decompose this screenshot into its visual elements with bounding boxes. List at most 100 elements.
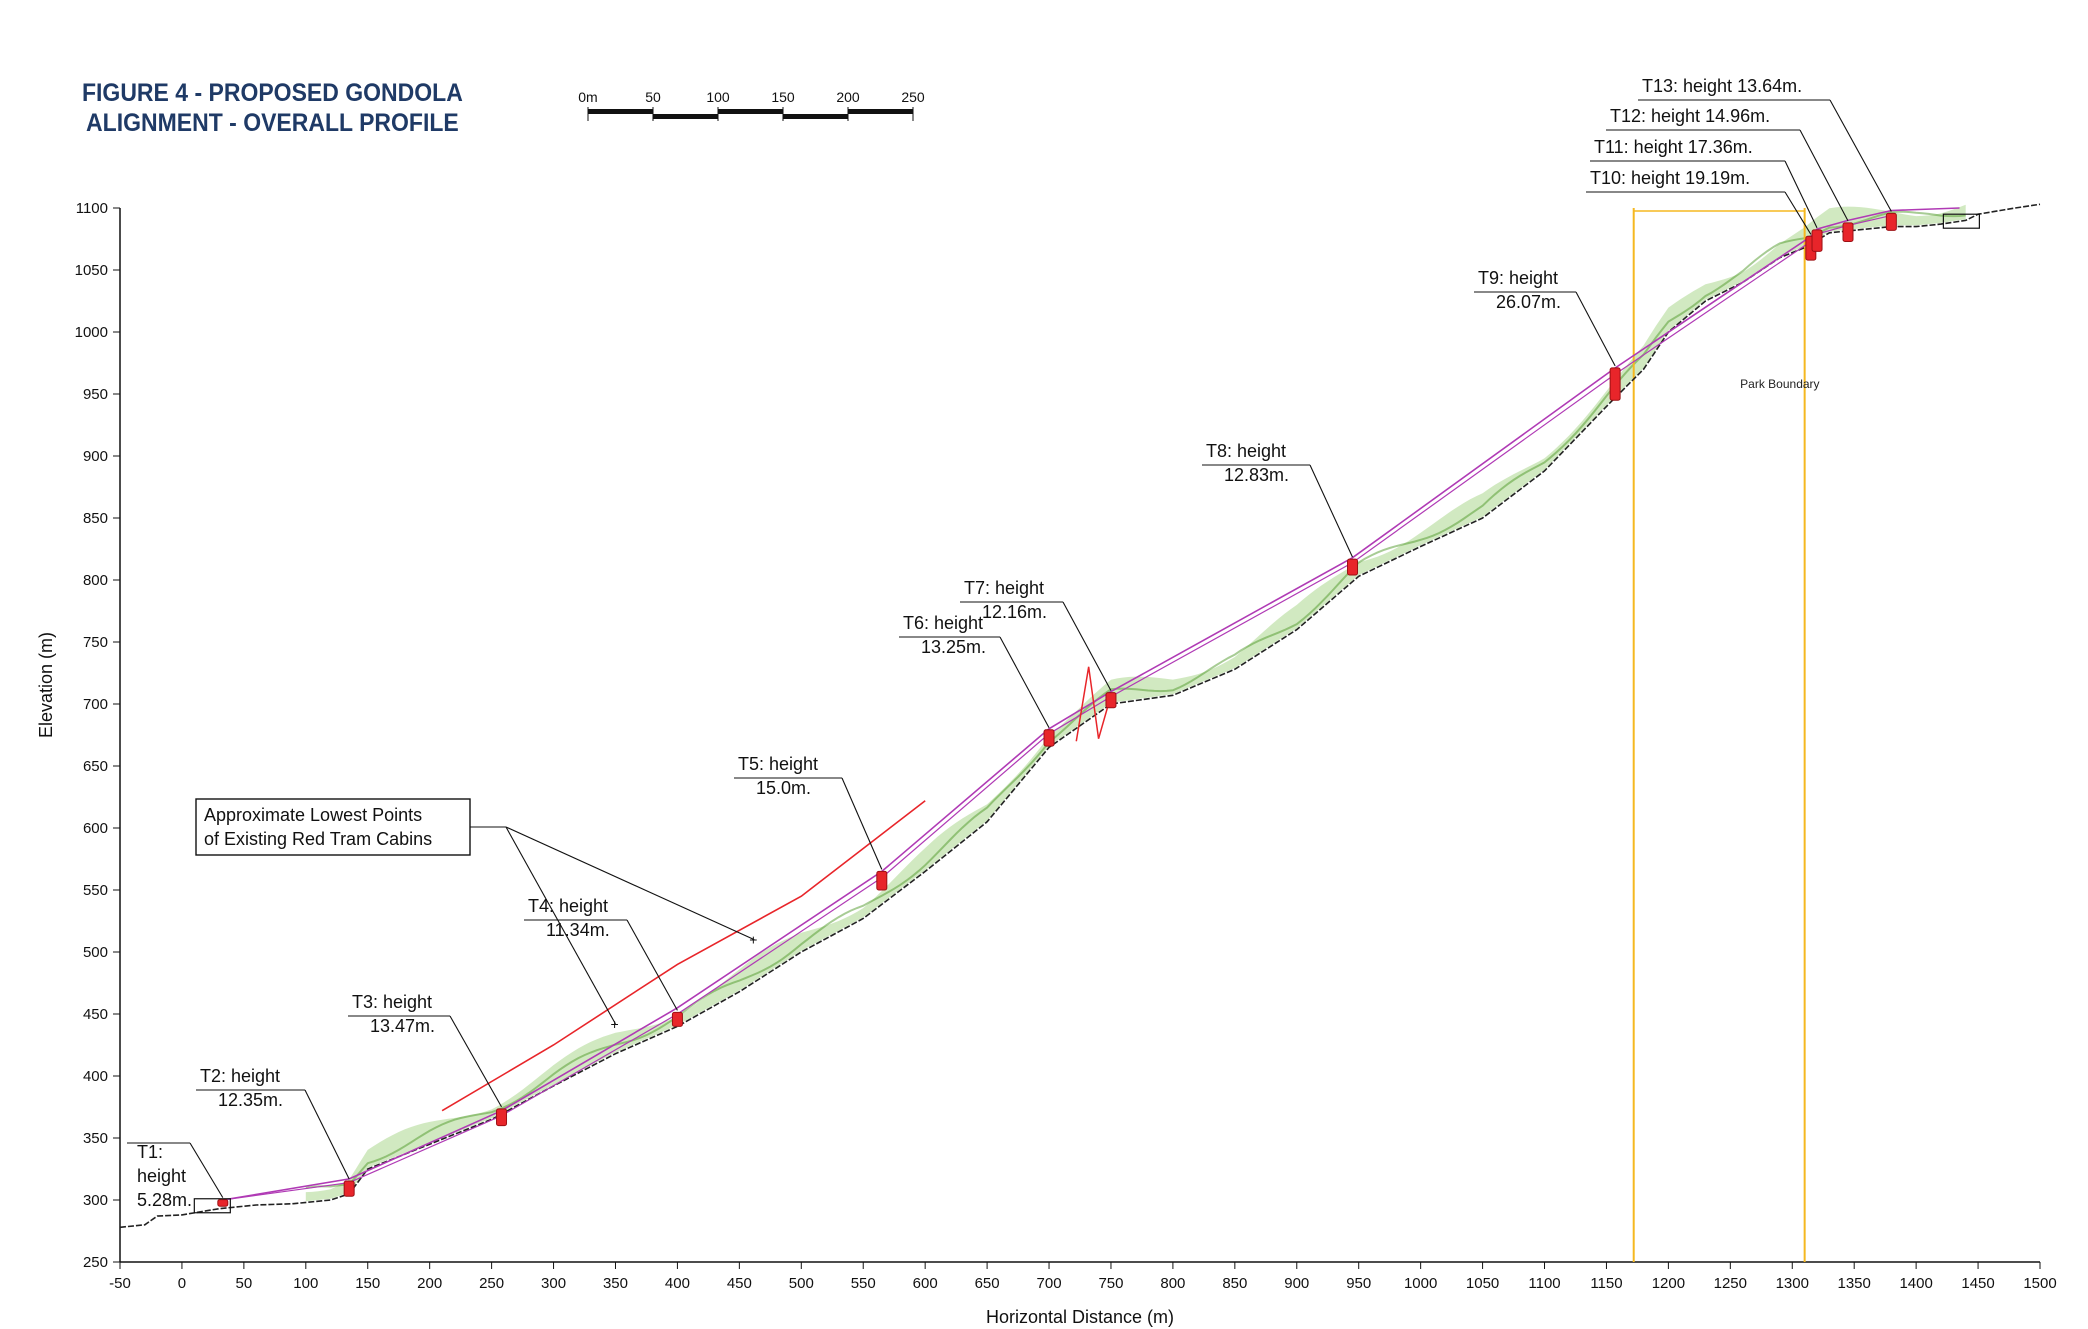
- figure-title: FIGURE 4 - PROPOSED GONDOLA ALIGNMENT - …: [70, 78, 475, 138]
- red-zigzag-mark: [1075, 666, 1110, 742]
- figure-title-line2: ALIGNMENT - OVERALL PROFILE: [86, 109, 459, 137]
- tower-t1: [217, 1199, 229, 1207]
- scale-bar-label: 0m: [578, 89, 597, 105]
- tower-annotation-7: 12.16m.: [982, 602, 1047, 622]
- tower-annotation-6: 13.25m.: [921, 637, 986, 657]
- y-tick-label: 550: [83, 882, 108, 899]
- park-boundary-label: Park Boundary: [1740, 377, 1819, 391]
- x-tick-label: 1400: [1899, 1275, 1932, 1292]
- annotation-leader: [1062, 601, 1112, 691]
- cabin-callout-leader: [505, 826, 616, 1025]
- tower-t11: [1811, 229, 1823, 252]
- annotation-leader: [449, 1015, 503, 1108]
- annotation-leader: [1575, 291, 1616, 367]
- x-tick-label: 800: [1160, 1275, 1185, 1292]
- x-tick-label: 400: [665, 1275, 690, 1292]
- tower-annotation-5: T5: height: [738, 754, 818, 774]
- tower-annotation-3: 13.47m.: [370, 1016, 435, 1036]
- scale-bar-label: 200: [836, 89, 860, 105]
- x-tick-label: 1000: [1404, 1275, 1437, 1292]
- y-tick-label: 1050: [75, 262, 108, 279]
- x-tick-label: 1100: [1528, 1275, 1560, 1292]
- tower-t7: [1105, 692, 1117, 709]
- tower-annotation-3: T3: height: [352, 992, 432, 1012]
- x-tick-label: -50: [109, 1275, 131, 1292]
- tower-t2: [343, 1180, 355, 1197]
- x-tick-label: 1050: [1466, 1275, 1499, 1292]
- figure-title-line1: FIGURE 4 - PROPOSED GONDOLA: [81, 79, 463, 107]
- x-tick-label: 1450: [1961, 1275, 1994, 1292]
- y-tick-label: 1100: [76, 200, 108, 217]
- vegetation-band: [305, 204, 1966, 1202]
- x-tick-label: 1350: [1838, 1275, 1871, 1292]
- cabin-callout-box: [195, 798, 471, 856]
- y-tick-label: 950: [83, 386, 108, 403]
- scale-bar-segment: [588, 109, 653, 114]
- tower-annotation-4: T4: height: [528, 896, 608, 916]
- y-tick-label: 400: [83, 1068, 108, 1085]
- x-tick-label: 500: [789, 1275, 814, 1292]
- vegetation-edge: [305, 210, 1966, 1189]
- annotation-leader: [841, 777, 883, 870]
- annotation-leader: [1799, 129, 1849, 222]
- annotation-leader: [189, 1142, 224, 1198]
- annotation-leader: [1784, 191, 1812, 235]
- x-tick-label: 0: [178, 1275, 186, 1292]
- annotation-leader: [1829, 99, 1892, 212]
- scale-bar-segment: [848, 109, 913, 114]
- tower-t8: [1347, 558, 1359, 576]
- y-tick-label: 850: [83, 510, 108, 527]
- tower-annotation-9: 26.07m.: [1496, 292, 1561, 312]
- tower-t3: [496, 1108, 508, 1127]
- x-tick-label: 850: [1222, 1275, 1247, 1292]
- cable-line-1: [222, 207, 1960, 1201]
- annotation-leader: [1309, 464, 1354, 558]
- y-tick-label: 500: [83, 944, 108, 961]
- x-tick-label: 1150: [1590, 1275, 1622, 1292]
- vegetation-layer: [305, 204, 1966, 1202]
- x-axis-label: Horizontal Distance (m): [986, 1307, 1174, 1327]
- y-tick-label: 650: [83, 758, 108, 775]
- tower-annotation-1: height: [137, 1166, 186, 1186]
- x-tick-label: 650: [975, 1275, 1000, 1292]
- x-tick-label: 900: [1284, 1275, 1309, 1292]
- tower-annotation-7: T7: height: [964, 578, 1044, 598]
- tower-t4: [671, 1011, 683, 1027]
- tower-annotation-13: T13: height 13.64m.: [1642, 76, 1802, 96]
- cabin-point-marker: +: [749, 932, 757, 948]
- cabin-callout-text: of Existing Red Tram Cabins: [204, 829, 432, 849]
- top-station: [1942, 213, 1980, 229]
- annotation-layer: T1: height 5.28m. T2: height 12.35m. T3: heig…: [127, 76, 1892, 1210]
- tower-t12: [1842, 222, 1854, 242]
- tower-annotation-5: 15.0m.: [756, 778, 811, 798]
- x-tick-label: 600: [913, 1275, 938, 1292]
- x-tick-label: 700: [1037, 1275, 1062, 1292]
- x-tick-label: 150: [355, 1275, 380, 1292]
- tower-annotation-8: 12.83m.: [1224, 465, 1289, 485]
- x-tick-label: 100: [293, 1275, 318, 1292]
- cabin-callout-leader: [505, 826, 755, 941]
- x-tick-label: 750: [1098, 1275, 1123, 1292]
- y-tick-label: 350: [83, 1130, 108, 1147]
- y-tick-label: 450: [83, 1006, 108, 1023]
- x-tick-label: 1200: [1652, 1275, 1685, 1292]
- tower-t13: [1885, 212, 1897, 231]
- tower-annotation-8: T8: height: [1206, 441, 1286, 461]
- tower-annotation-1: T1:: [137, 1142, 163, 1162]
- annotation-leader: [626, 919, 678, 1011]
- y-tick-label: 1000: [75, 324, 108, 341]
- x-tick-label: 550: [851, 1275, 876, 1292]
- x-tick-label: 50: [236, 1275, 253, 1292]
- tower-annotation-1: 5.28m.: [137, 1190, 192, 1210]
- tower-annotation-11: T11: height 17.36m.: [1594, 137, 1753, 157]
- x-tick-label: 250: [479, 1275, 504, 1292]
- x-tick-label: 300: [541, 1275, 566, 1292]
- x-tick-label: 1500: [2023, 1275, 2056, 1292]
- y-axis-label: Elevation (m): [36, 632, 56, 738]
- cabin-point-marker: +: [610, 1016, 618, 1032]
- scale-bar-segment: [718, 109, 783, 114]
- annotation-leader: [304, 1089, 350, 1180]
- x-tick-label: 200: [417, 1275, 442, 1292]
- y-tick-label: 700: [83, 696, 108, 713]
